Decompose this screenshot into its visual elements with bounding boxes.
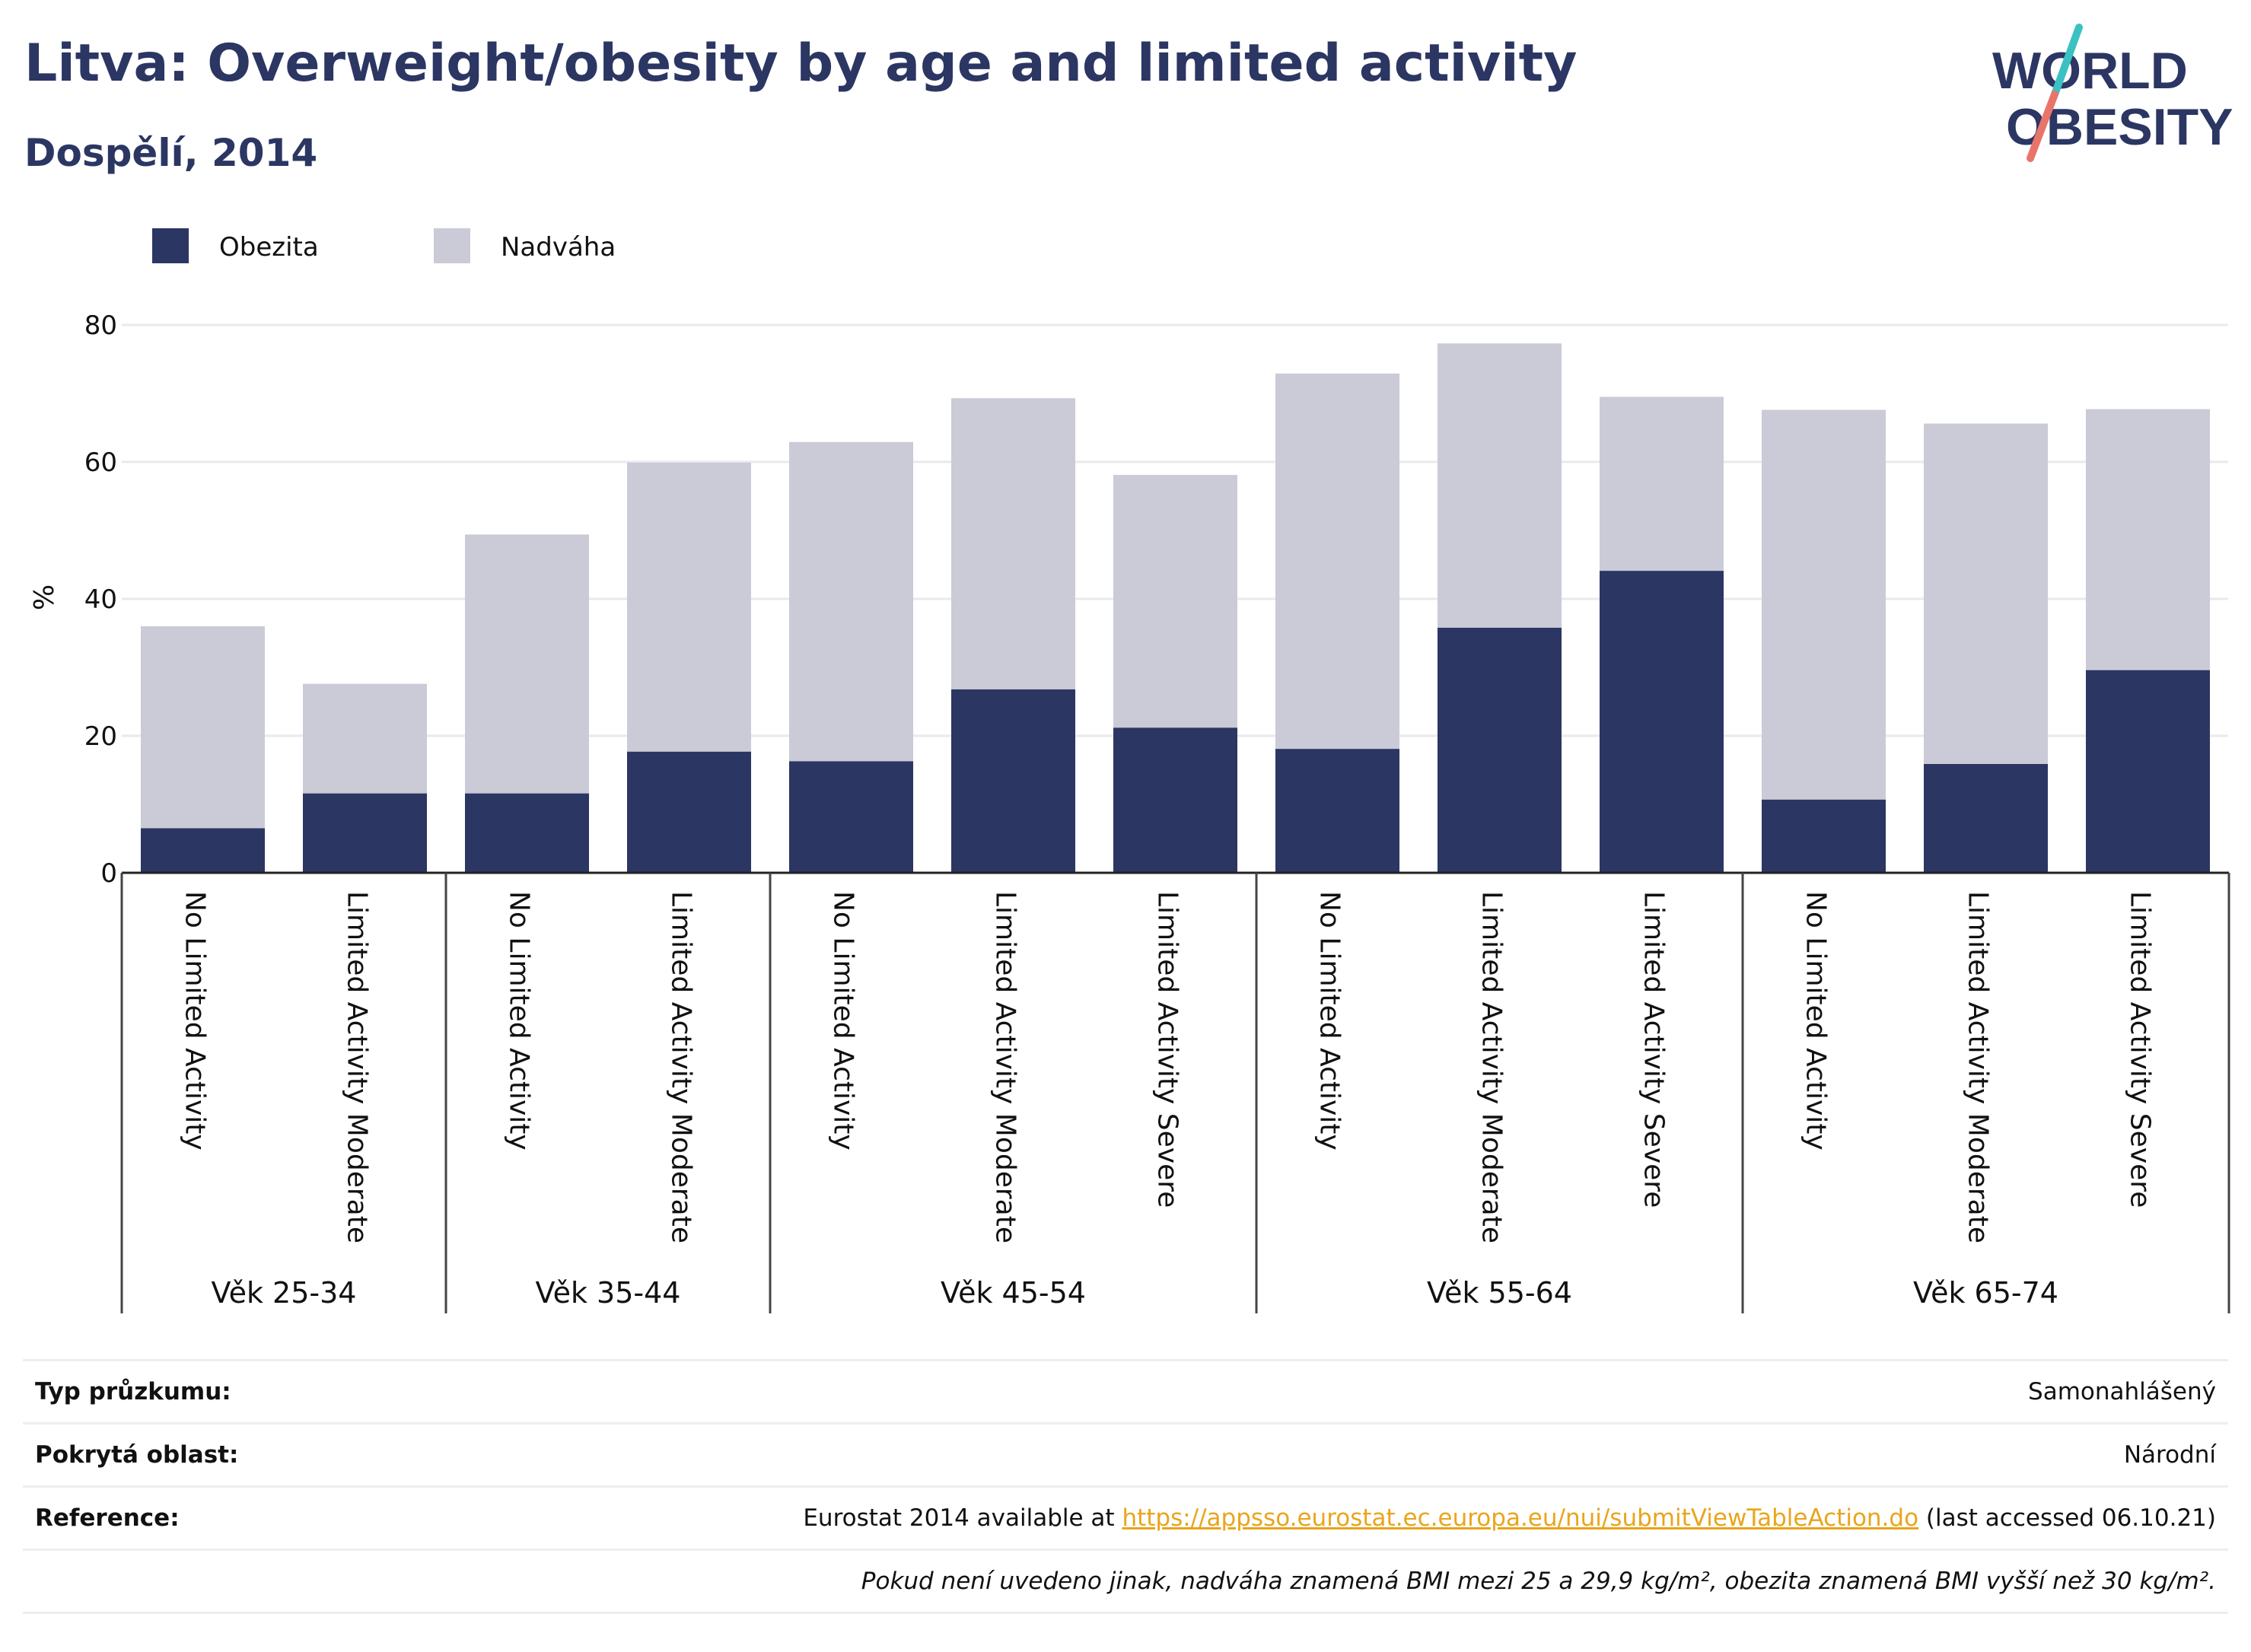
category-label: No Limited Activity [828, 891, 859, 1151]
bar-obesity [951, 689, 1075, 873]
bar-obesity [789, 761, 913, 873]
bar-overweight [141, 626, 265, 829]
stacked-bar-chart: Obezita Nadváha % 0 20 40 60 80 No Limited Ac… [29, 228, 2230, 1313]
bar-overweight [951, 398, 1075, 689]
legend: Obezita Nadváha [152, 228, 616, 263]
reference-suffix: (last accessed 06.10.21) [1918, 1504, 2216, 1532]
bar-overweight [789, 441, 913, 762]
bars [141, 343, 2210, 873]
group-label: Věk 35-44 [536, 1276, 681, 1310]
bar-overweight [1438, 343, 1562, 628]
reference-link[interactable]: https://appsso.eurostat.ec.europa.eu/nui… [1122, 1504, 1919, 1532]
group-label: Věk 55-64 [1427, 1276, 1572, 1310]
area-label: Pokrytá oblast: [35, 1441, 239, 1469]
survey-value: Samonahlášený [2028, 1378, 2216, 1405]
x-axis: No Limited Activity Limited Activity Mode… [120, 871, 2230, 1313]
bar-obesity [1275, 749, 1399, 873]
reference-value: Eurostat 2014 available at https://appss… [803, 1504, 2216, 1532]
category-label: No Limited Activity [1800, 891, 1832, 1151]
legend-swatch-0 [152, 228, 189, 263]
bar-obesity [141, 828, 265, 873]
y-tick-label: 20 [84, 721, 117, 752]
category-label: Limited Activity Moderate [990, 891, 1021, 1243]
bar-obesity [303, 793, 427, 873]
survey-label: Typ průzkumu: [35, 1378, 231, 1405]
chart-title: Litva: Overweight/obesity by age and lim… [24, 33, 1578, 94]
area-value: Národní [2123, 1441, 2216, 1469]
reference-prefix: Eurostat 2014 available at [803, 1504, 1122, 1532]
bar-obesity [1924, 763, 2048, 873]
category-label: Limited Activity Severe [1152, 891, 1183, 1208]
legend-label-0: Obezita [219, 232, 319, 263]
bar-overweight [2086, 409, 2210, 670]
bar-overweight [465, 534, 589, 794]
bar-obesity [1113, 727, 1237, 873]
bar-overweight [627, 462, 751, 752]
category-label: Limited Activity Moderate [666, 891, 697, 1243]
y-tick-label: 80 [84, 310, 117, 341]
category-label: Limited Activity Severe [2125, 891, 2156, 1208]
y-axis: % 0 20 40 60 80 [29, 310, 117, 889]
y-tick-label: 0 [100, 858, 117, 889]
y-tick-label: 40 [84, 584, 117, 615]
bar-overweight [1762, 409, 1886, 800]
reference-row: Reference: Eurostat 2014 available at ht… [23, 1488, 2228, 1551]
bar-overweight [1113, 475, 1237, 728]
bar-obesity [1438, 627, 1562, 873]
y-tick-label: 60 [84, 447, 117, 478]
bmi-note: Pokud není uvedeno jinak, nadváha znamen… [861, 1568, 2216, 1595]
bar-overweight [303, 683, 427, 794]
bar-obesity [1600, 571, 1724, 873]
category-label: Limited Activity Moderate [342, 891, 373, 1243]
group-label: Věk 65-74 [1913, 1276, 2058, 1310]
legend-label-1: Nadváha [501, 232, 616, 263]
group-label: Věk 45-54 [941, 1276, 1086, 1310]
survey-row: Typ průzkumu: Samonahlášený [23, 1361, 2228, 1424]
bar-obesity [627, 751, 751, 873]
reference-label: Reference: [35, 1504, 180, 1532]
category-label: Limited Activity Moderate [1963, 891, 1994, 1243]
area-row: Pokrytá oblast: Národní [23, 1424, 2228, 1488]
category-label: No Limited Activity [1314, 891, 1345, 1151]
bar-overweight [1600, 396, 1724, 571]
bar-obesity [465, 793, 589, 873]
chart-subtitle: Dospělí, 2014 [24, 131, 318, 175]
info-table: Typ průzkumu: Samonahlášený Pokrytá obla… [23, 1359, 2228, 1614]
legend-swatch-1 [434, 228, 470, 263]
category-label: Limited Activity Severe [1638, 891, 1670, 1208]
logo-slash-coral [2027, 91, 2058, 162]
bar-overweight [1924, 423, 2048, 764]
category-label: No Limited Activity [504, 891, 535, 1151]
note-row: Pokud není uvedeno jinak, nadváha znamen… [23, 1551, 2228, 1614]
bar-overweight [1275, 373, 1399, 750]
category-label: Limited Activity Moderate [1476, 891, 1508, 1243]
logo-line1: WORLD [1992, 42, 2188, 100]
group-label: Věk 25-34 [212, 1276, 357, 1310]
y-axis-label: % [29, 584, 60, 610]
world-obesity-logo: WORLD OBESITY [1992, 24, 2233, 162]
logo-slash-teal [2051, 24, 2083, 98]
bar-obesity [1762, 799, 1886, 873]
bar-obesity [2086, 670, 2210, 873]
category-label: No Limited Activity [180, 891, 211, 1151]
